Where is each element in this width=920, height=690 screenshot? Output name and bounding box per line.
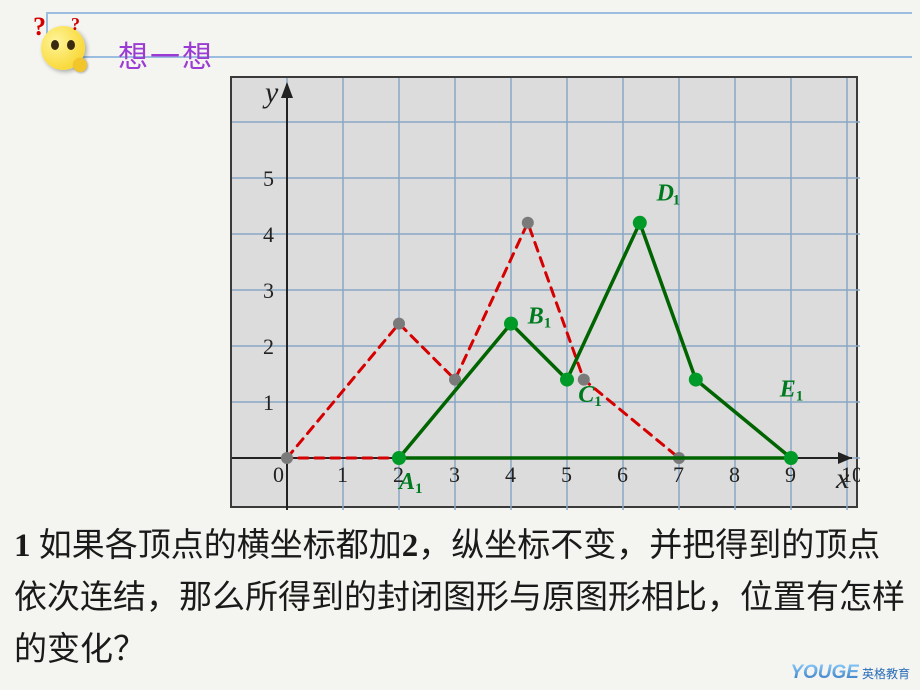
svg-text:6: 6 — [617, 462, 628, 487]
svg-text:5: 5 — [263, 166, 274, 191]
svg-text:D: D — [656, 180, 674, 206]
svg-text:C: C — [578, 382, 595, 408]
svg-text:B: B — [527, 304, 544, 330]
svg-text:y: y — [262, 78, 279, 109]
svg-text:1: 1 — [415, 481, 423, 497]
svg-text:3: 3 — [449, 462, 460, 487]
question-body: 1 如果各顶点的横坐标都加2，纵坐标不变，并把得到的顶点依次连结，那么所得到的封… — [14, 520, 909, 676]
svg-text:3: 3 — [263, 278, 274, 303]
svg-text:7: 7 — [673, 462, 684, 487]
svg-text:1: 1 — [673, 192, 681, 208]
svg-text:1: 1 — [337, 462, 348, 487]
svg-text:1: 1 — [544, 316, 552, 332]
svg-text:A: A — [397, 469, 415, 495]
brand-logo: YOUGE 英格教育 — [790, 662, 910, 684]
svg-text:E: E — [779, 376, 796, 402]
svg-text:2: 2 — [263, 334, 274, 359]
coordinate-chart: 01234567891012345yxA1B1C1D1E1 — [230, 76, 858, 508]
question-number: 1 — [14, 528, 31, 564]
svg-text:5: 5 — [561, 462, 572, 487]
svg-text:9: 9 — [785, 462, 796, 487]
thinking-emoji-icon: ? ? — [35, 18, 95, 73]
svg-text:1: 1 — [796, 388, 804, 404]
svg-text:1: 1 — [263, 390, 274, 415]
svg-text:0: 0 — [273, 462, 284, 487]
svg-text:1: 1 — [594, 394, 602, 410]
section-title: 想一想 — [118, 32, 214, 76]
logo-subtext: 英格教育 — [862, 665, 910, 682]
svg-text:x: x — [835, 462, 850, 495]
logo-text: YOUGE — [790, 662, 859, 684]
svg-text:4: 4 — [263, 222, 274, 247]
svg-text:4: 4 — [505, 462, 516, 487]
svg-text:8: 8 — [729, 462, 740, 487]
